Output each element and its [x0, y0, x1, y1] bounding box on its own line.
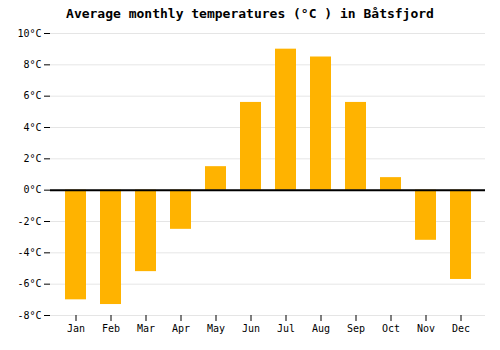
svg-text:2°C: 2°C	[23, 153, 41, 164]
svg-text:-2°C: -2°C	[17, 216, 41, 227]
svg-text:6°C: 6°C	[23, 90, 41, 101]
svg-text:4°C: 4°C	[23, 122, 41, 133]
svg-text:Apr: Apr	[172, 323, 190, 334]
svg-text:-4°C: -4°C	[17, 247, 41, 258]
svg-text:Sep: Sep	[347, 323, 365, 334]
svg-text:Jun: Jun	[242, 323, 260, 334]
svg-text:May: May	[207, 323, 225, 334]
svg-text:Nov: Nov	[417, 323, 435, 334]
svg-text:-6°C: -6°C	[17, 278, 41, 289]
svg-text:-8°C: -8°C	[17, 310, 41, 321]
svg-text:Feb: Feb	[102, 323, 120, 334]
svg-text:Jan: Jan	[67, 323, 85, 334]
svg-text:8°C: 8°C	[23, 59, 41, 70]
svg-text:0°C: 0°C	[23, 184, 41, 195]
svg-text:Jul: Jul	[277, 323, 295, 334]
svg-text:Mar: Mar	[137, 323, 155, 334]
svg-text:10°C: 10°C	[17, 28, 41, 39]
svg-text:Oct: Oct	[382, 323, 400, 334]
svg-text:Dec: Dec	[452, 323, 470, 334]
svg-text:Aug: Aug	[312, 323, 330, 334]
html-text:Average monthly temperatures (: Average monthly temperatures (°C ) in Bå…	[66, 6, 434, 21]
